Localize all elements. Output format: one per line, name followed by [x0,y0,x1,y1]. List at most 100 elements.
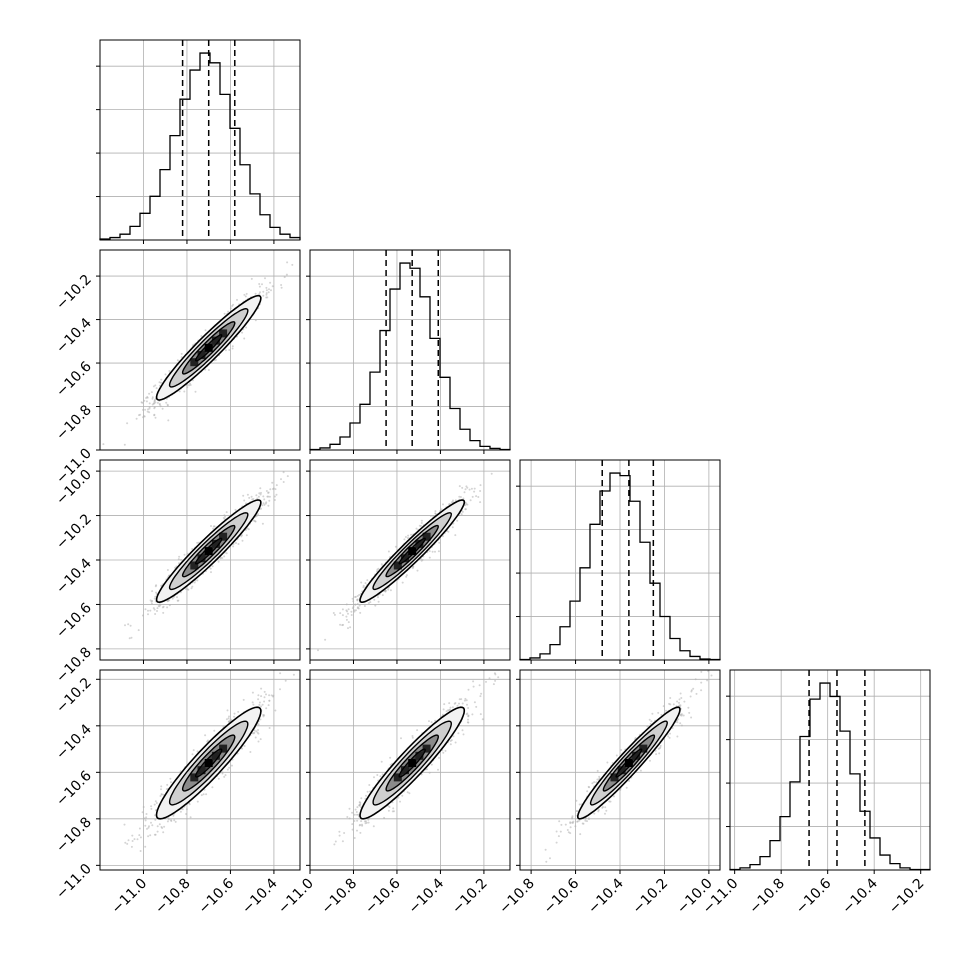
sample-point [261,504,263,506]
sample-point [102,443,104,445]
sample-point [438,550,440,552]
sample-point [283,481,285,483]
sample-point [255,319,257,321]
sample-point [447,531,449,533]
sample-point [172,598,174,600]
sample-point [274,496,276,498]
sample-point [160,379,162,381]
sample-point [184,554,186,556]
y-tick-label: −10.4 [53,555,95,597]
sample-point [196,542,198,544]
sample-point [268,288,270,290]
sample-point [430,515,432,517]
sample-point [265,287,267,289]
sample-point [342,624,344,626]
sample-point [178,558,180,560]
sample-point [479,490,481,492]
sample-point [167,820,169,822]
sample-point [260,508,262,510]
sample-point [264,277,266,279]
sample-point [166,606,168,608]
sample-point [452,526,454,528]
sample-point [293,674,295,676]
sample-point [378,568,380,570]
sample-point [260,695,262,697]
sample-point [243,500,245,502]
sample-point [259,291,261,293]
sample-point [350,611,352,613]
sample-point [145,608,147,610]
sample-point [352,598,354,600]
sample-point [390,589,392,591]
sample-point [261,283,263,285]
sample-point [189,383,191,385]
sample-point [407,537,409,539]
sample-point [147,397,149,399]
sample-point [215,359,217,361]
sample-point [165,373,167,375]
sample-point [352,600,354,602]
sample-point [223,555,225,557]
sample-point [160,382,162,384]
sample-point [156,610,158,612]
sample-point [402,582,404,584]
sample-point [347,627,349,629]
sample-point [269,282,271,284]
sample-point [231,765,233,767]
sample-point [260,738,262,740]
sample-point [355,609,357,611]
sample-point [154,598,156,600]
panel-1-0: −11.0−10.8−10.6−10.4−10.2 [53,250,300,487]
sample-point [154,613,156,615]
sample-point [238,543,240,545]
sample-point [388,551,390,553]
sample-point [172,815,174,817]
sample-point [365,582,367,584]
density-pixel [190,358,198,366]
y-tick-label: −10.4 [53,315,95,357]
sample-point [264,696,266,698]
sample-point [232,348,234,350]
panel-2-1 [306,460,510,664]
sample-point [359,612,361,614]
x-tick-label: −10.4 [839,875,881,917]
sample-point [200,335,202,337]
sample-point [126,422,128,424]
sample-point [281,287,283,289]
sample-point [152,404,154,406]
panel-3-0: −11.0−10.8−10.6−10.4−11.0−10.8−10.6−10.4… [53,670,300,917]
sample-point [212,528,214,530]
sample-point [140,836,142,838]
sample-point [456,520,458,522]
sample-point [157,825,159,827]
y-tick-label: −10.6 [53,600,95,642]
sample-point [157,831,159,833]
sample-point [346,603,348,605]
sample-point [274,710,276,712]
sample-point [354,604,356,606]
sample-point [173,819,175,821]
sample-point [185,588,187,590]
sample-point [266,289,268,291]
sample-point [154,819,156,821]
sample-point [138,629,140,631]
sample-point [187,589,189,591]
sample-point [162,831,164,833]
sample-point [142,409,144,411]
sample-point [180,559,182,561]
sample-point [258,496,260,498]
sample-point [149,402,151,404]
sample-point [283,471,285,473]
sample-point [146,828,148,830]
sample-point [275,488,277,490]
sample-point [235,509,237,511]
sample-point [186,808,188,810]
sample-point [148,825,150,827]
sample-point [357,606,359,608]
sample-point [204,734,206,736]
sample-point [255,521,257,523]
sample-point [405,536,407,538]
sample-point [205,329,207,331]
sample-point [258,704,260,706]
